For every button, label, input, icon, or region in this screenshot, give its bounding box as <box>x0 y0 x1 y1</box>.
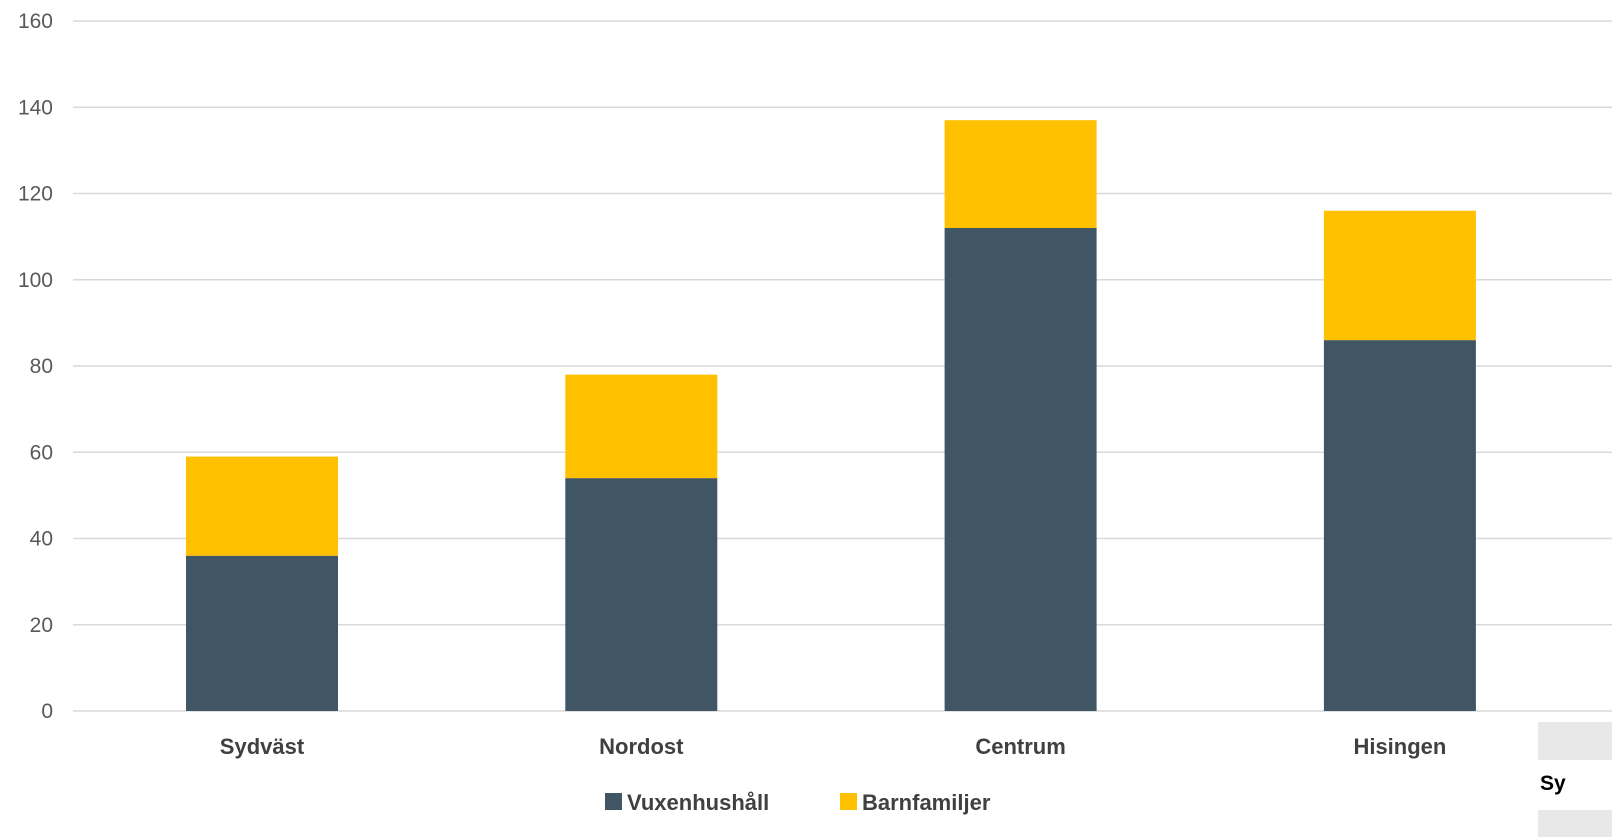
x-tick-label: Nordost <box>599 734 684 759</box>
x-tick-label: Centrum <box>975 734 1065 759</box>
bar-barnfamiljer <box>186 456 338 556</box>
bars <box>186 120 1476 711</box>
legend: Vuxenhushåll Barnfamiljer <box>605 790 991 815</box>
legend-swatch <box>605 793 622 810</box>
bar-vuxenhushall <box>944 228 1097 711</box>
y-tick-label: 60 <box>30 441 53 464</box>
y-tick-label: 0 <box>41 700 53 723</box>
y-tick-label: 120 <box>18 183 53 206</box>
bar-vuxenhushall <box>186 555 338 711</box>
x-tick-label: Hisingen <box>1353 734 1446 759</box>
bar-vuxenhushall <box>565 478 718 711</box>
legend-label: Barnfamiljer <box>862 790 991 815</box>
data-table-fragment: Sy <box>1538 722 1612 837</box>
table-row-label: Sy <box>1538 764 1612 804</box>
y-tick-label: 140 <box>18 96 53 119</box>
bar-barnfamiljer <box>565 374 718 479</box>
bar-barnfamiljer <box>944 120 1097 228</box>
x-axis-tick-labels: Sydväst Nordost Centrum Hisingen <box>220 734 1447 759</box>
table-row <box>1538 810 1612 837</box>
x-tick-label: Sydväst <box>220 734 305 759</box>
legend-label: Vuxenhushåll <box>627 790 769 815</box>
y-tick-label: 100 <box>18 269 53 292</box>
y-axis-tick-labels: 0 20 40 60 80 100 120 140 160 <box>18 10 53 723</box>
y-tick-label: 20 <box>30 614 53 637</box>
bar-barnfamiljer <box>1323 210 1476 341</box>
y-tick-label: 160 <box>18 10 53 33</box>
table-header-cell <box>1538 722 1612 760</box>
y-tick-label: 40 <box>30 528 53 551</box>
bar-vuxenhushall <box>1323 340 1476 711</box>
legend-swatch <box>840 793 857 810</box>
y-tick-label: 80 <box>30 355 53 378</box>
